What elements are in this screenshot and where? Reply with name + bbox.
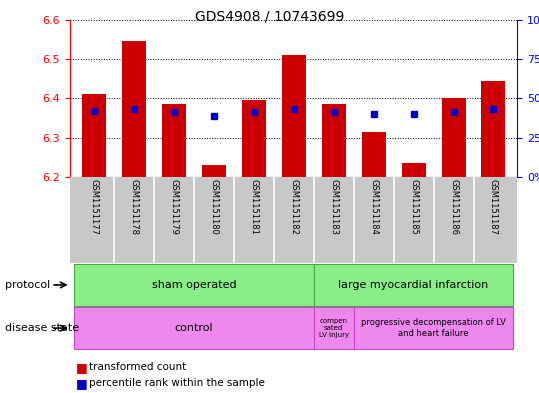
Text: GSM1151178: GSM1151178: [129, 180, 139, 235]
Text: GSM1151183: GSM1151183: [329, 180, 338, 235]
Text: GSM1151181: GSM1151181: [250, 180, 258, 235]
Bar: [162, 104, 186, 177]
Bar: [362, 132, 385, 177]
Text: progressive decompensation of LV
and heart failure: progressive decompensation of LV and hea…: [361, 318, 506, 338]
Text: ■: ■: [75, 376, 87, 390]
Bar: [402, 163, 426, 177]
Text: GSM1151187: GSM1151187: [489, 180, 498, 235]
Bar: [354, 307, 514, 349]
Bar: [481, 81, 506, 177]
Text: sham operated: sham operated: [151, 280, 236, 290]
Text: percentile rank within the sample: percentile rank within the sample: [89, 378, 265, 388]
Text: compen
sated
LV injury: compen sated LV injury: [319, 318, 349, 338]
Bar: [322, 104, 345, 177]
Text: GSM1151179: GSM1151179: [169, 180, 178, 235]
Bar: [74, 307, 314, 349]
Text: protocol: protocol: [5, 280, 51, 290]
Text: GDS4908 / 10743699: GDS4908 / 10743699: [195, 10, 344, 24]
Bar: [282, 55, 306, 177]
Bar: [242, 100, 266, 177]
Text: GSM1151177: GSM1151177: [89, 180, 99, 235]
Text: GSM1151186: GSM1151186: [449, 180, 458, 235]
Bar: [441, 98, 466, 177]
Text: GSM1151180: GSM1151180: [209, 180, 218, 235]
Bar: [122, 41, 146, 177]
Text: disease state: disease state: [5, 323, 80, 333]
Text: GSM1151184: GSM1151184: [369, 180, 378, 235]
Bar: [202, 165, 226, 177]
Text: GSM1151182: GSM1151182: [289, 180, 298, 235]
Text: transformed count: transformed count: [89, 362, 186, 373]
Text: control: control: [175, 323, 213, 333]
Bar: [314, 264, 514, 306]
Text: large myocardial infarction: large myocardial infarction: [338, 280, 489, 290]
Bar: [74, 264, 314, 306]
Bar: [82, 94, 106, 177]
Bar: [314, 307, 354, 349]
Text: GSM1151185: GSM1151185: [409, 180, 418, 235]
Text: ■: ■: [75, 361, 87, 374]
